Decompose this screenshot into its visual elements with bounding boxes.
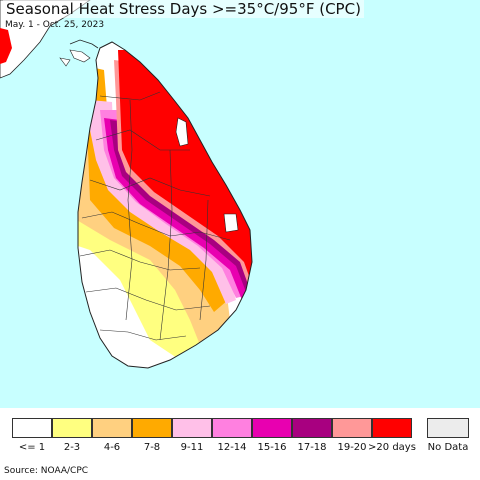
legend-swatch-no-data bbox=[427, 418, 469, 438]
map-title: Seasonal Heat Stress Days >=35°C/95°F (C… bbox=[3, 0, 364, 18]
legend-swatch bbox=[172, 418, 212, 438]
legend-swatch bbox=[212, 418, 252, 438]
legend-label: 19-20 bbox=[337, 442, 367, 453]
legend-swatch bbox=[12, 418, 52, 438]
legend: <= 1 2-3 4-6 7-8 9-11 12-14 15-16 17-18 19-20 >20… bbox=[0, 414, 480, 458]
source-credit: Source: NOAA/CPC bbox=[4, 466, 89, 476]
legend-label: 4-6 bbox=[103, 442, 121, 453]
legend-label: <= 1 bbox=[18, 442, 46, 453]
jaffna-islands bbox=[59, 49, 91, 67]
legend-label: 2-3 bbox=[63, 442, 81, 453]
adams-bridge bbox=[69, 39, 99, 49]
map-area: Seasonal Heat Stress Days >=35°C/95°F (C… bbox=[0, 0, 480, 408]
legend-label: 12-14 bbox=[217, 442, 247, 453]
legend-swatch bbox=[332, 418, 372, 438]
legend-label: 15-16 bbox=[257, 442, 287, 453]
band-15-16 bbox=[104, 118, 248, 300]
heat-stress-map bbox=[0, 0, 253, 369]
lagoon-batticaloa bbox=[223, 213, 239, 233]
legend-swatch bbox=[292, 418, 332, 438]
band-9-11 bbox=[90, 100, 236, 304]
sri-lanka-outline bbox=[77, 41, 253, 369]
legend-swatch bbox=[132, 418, 172, 438]
legend-label: 17-18 bbox=[297, 442, 327, 453]
legend-label: >20 days bbox=[368, 442, 416, 453]
india-hot-area bbox=[0, 28, 12, 64]
legend-swatch bbox=[372, 418, 412, 438]
map-subtitle: May. 1 - Oct. 25, 2023 bbox=[5, 20, 105, 30]
legend-label-no-data: No Data bbox=[427, 442, 469, 453]
legend-label: 7-8 bbox=[143, 442, 161, 453]
legend-swatch bbox=[252, 418, 292, 438]
legend-swatch bbox=[52, 418, 92, 438]
legend-label: 9-11 bbox=[180, 442, 204, 453]
lagoon-trinco bbox=[175, 117, 189, 147]
legend-swatch bbox=[92, 418, 132, 438]
district-boundaries bbox=[79, 91, 231, 341]
